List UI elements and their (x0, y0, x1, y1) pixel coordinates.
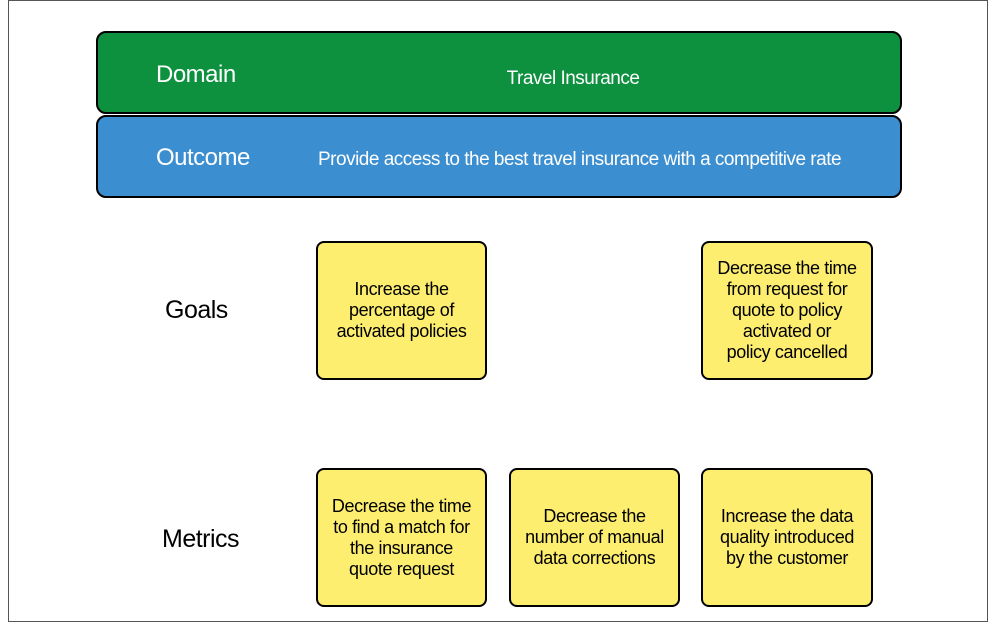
goal-card-1-text: Increase the percentage of activated pol… (336, 279, 467, 341)
metric-card-2-text: Decrease the number of manual data corre… (525, 506, 664, 568)
domain-band: Domain Travel Insurance (96, 31, 902, 114)
outcome-label: Outcome (156, 144, 250, 171)
goal-card-2-text: Decrease the time from request for quote… (717, 258, 857, 362)
goals-row-label: Goals (165, 296, 228, 324)
domain-text: Travel Insurance (506, 68, 640, 89)
metric-card-2: Decrease the number of manual data corre… (509, 468, 680, 607)
domain-label: Domain (156, 61, 236, 88)
metric-card-1-text: Decrease the time to find a match for th… (331, 495, 472, 579)
goal-card-1: Increase the percentage of activated pol… (316, 241, 487, 380)
metric-card-1: Decrease the time to find a match for th… (316, 468, 487, 607)
goal-card-2: Decrease the time from request for quote… (701, 241, 873, 380)
metrics-row-label: Metrics (162, 525, 240, 553)
outcome-text: Provide access to the best travel insura… (318, 149, 842, 170)
outcome-band: Outcome Provide access to the best trave… (96, 115, 902, 198)
metric-card-3: Increase the data quality introduced by … (701, 468, 873, 607)
metric-card-3-text: Increase the data quality introduced by … (720, 506, 854, 568)
diagram-frame (8, 0, 988, 622)
